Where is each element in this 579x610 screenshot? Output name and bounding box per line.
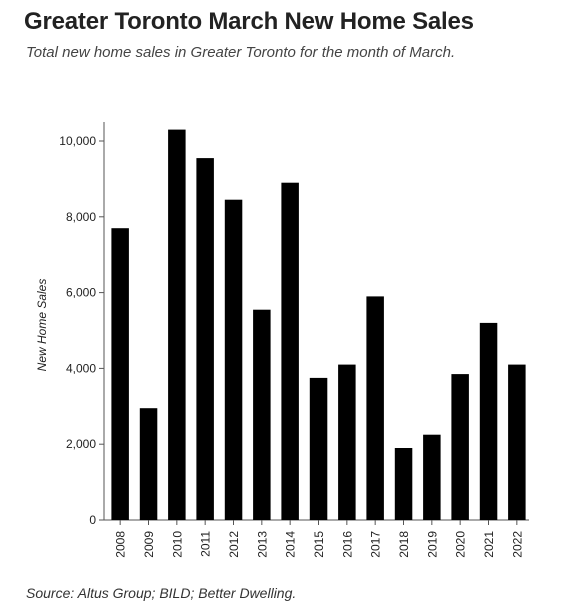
y-tick-label: 2,000 <box>66 437 96 451</box>
bar-2020 <box>451 374 469 520</box>
bar-2009 <box>139 408 158 520</box>
x-tick-label: 2008 <box>114 531 128 558</box>
x-tick-label: 2018 <box>397 531 411 558</box>
bar-2018 <box>394 448 413 520</box>
x-tick-label: 2015 <box>312 531 326 558</box>
bar-2008 <box>111 228 129 520</box>
chart-subtitle: Total new home sales in Greater Toronto … <box>26 44 456 61</box>
x-tick-label: 2020 <box>454 531 468 558</box>
x-tick-label: 2022 <box>510 531 524 558</box>
x-tick-label: 2012 <box>227 531 241 558</box>
bar-2022 <box>508 364 526 520</box>
x-tick-label: 2009 <box>142 531 156 558</box>
bar-2010 <box>168 129 186 520</box>
bar-2019 <box>423 434 441 520</box>
x-tick-label: 2021 <box>482 531 496 558</box>
bar-2012 <box>224 199 243 520</box>
bar-2017 <box>366 296 384 520</box>
x-tick-label: 2011 <box>199 531 213 557</box>
y-tick-label: 10,000 <box>59 134 96 148</box>
x-tick-label: 2013 <box>255 531 269 558</box>
bar-2011 <box>196 158 214 520</box>
x-tick-label: 2014 <box>284 531 298 558</box>
bar-2016 <box>338 364 356 520</box>
y-tick-label: 6,000 <box>66 286 96 300</box>
x-tick-label: 2010 <box>170 531 184 558</box>
chart-title: Greater Toronto March New Home Sales <box>24 8 474 35</box>
bar-2014 <box>281 182 299 520</box>
bar-2015 <box>309 377 328 520</box>
x-tick-label: 2017 <box>369 531 383 558</box>
source-note: Source: Altus Group; BILD; Better Dwelli… <box>26 585 297 601</box>
y-tick-label: 8,000 <box>66 210 96 224</box>
y-tick-label: 4,000 <box>66 361 96 375</box>
bar-2013 <box>253 309 271 520</box>
bar-2021 <box>479 322 498 520</box>
x-tick-label: 2019 <box>425 531 439 558</box>
y-axis-label: New Home Sales <box>35 279 49 372</box>
y-tick-label: 0 <box>89 513 96 527</box>
x-tick-label: 2016 <box>340 531 354 558</box>
